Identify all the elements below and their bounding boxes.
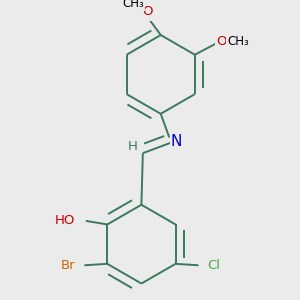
Text: O: O	[142, 5, 152, 18]
Text: O: O	[216, 34, 226, 48]
Text: Cl: Cl	[207, 259, 220, 272]
Text: Br: Br	[61, 259, 76, 272]
Text: CH₃: CH₃	[227, 34, 249, 48]
Text: N: N	[171, 134, 182, 149]
Text: CH₃: CH₃	[123, 0, 144, 10]
Text: HO: HO	[55, 214, 75, 227]
Text: H: H	[128, 140, 138, 152]
